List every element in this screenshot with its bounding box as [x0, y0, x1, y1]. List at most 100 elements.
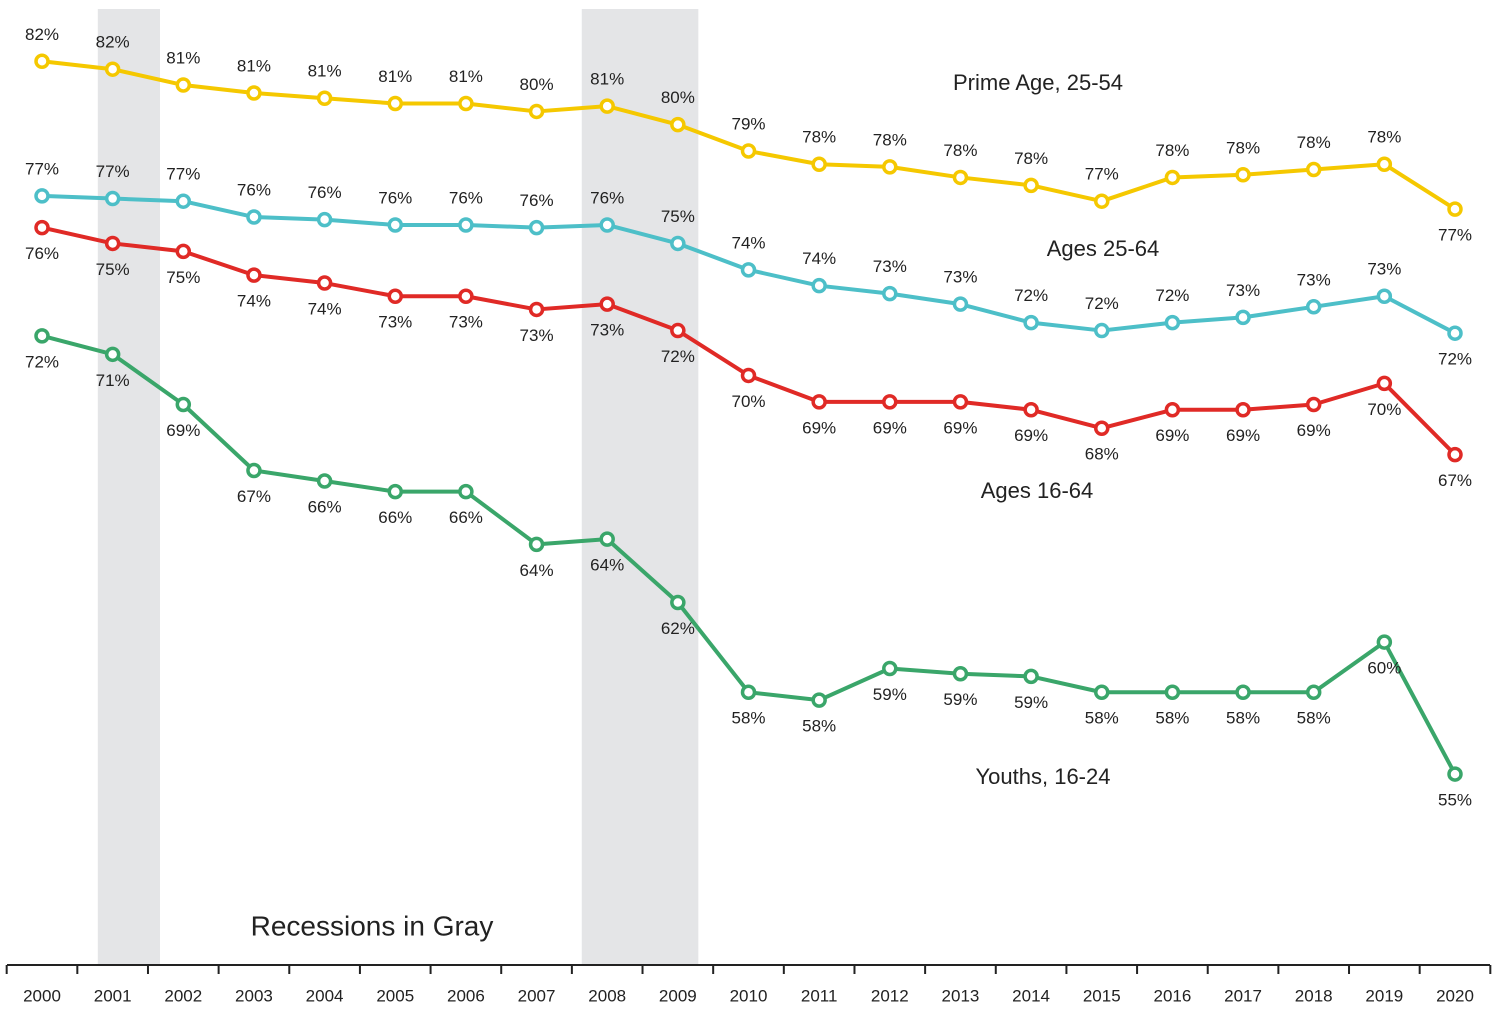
data-point [34, 219, 50, 236]
data-label: 75% [166, 268, 200, 287]
data-label: 69% [166, 421, 200, 440]
data-point [811, 692, 827, 708]
data-point [458, 217, 474, 233]
data-point [1376, 288, 1393, 304]
data-label: 72% [1014, 286, 1048, 305]
data-label: 73% [1367, 260, 1401, 279]
data-label: 78% [1226, 138, 1260, 157]
data-label: 76% [237, 181, 271, 200]
data-point [1305, 161, 1322, 178]
data-point [316, 211, 333, 228]
data-point [1376, 375, 1393, 392]
data-point [458, 483, 474, 500]
data-point [175, 193, 192, 209]
data-point [1305, 684, 1322, 700]
data-label: 81% [590, 70, 624, 89]
data-point [1164, 402, 1181, 418]
data-point [104, 235, 121, 252]
data-label: 74% [308, 300, 342, 319]
data-label: 79% [731, 115, 765, 134]
data-label: 69% [1155, 426, 1189, 445]
data-point [1376, 634, 1393, 650]
x-tick-label: 2006 [447, 986, 485, 1005]
data-point [1023, 402, 1039, 418]
data-point [1164, 169, 1181, 186]
data-point [104, 61, 121, 77]
data-point [952, 666, 969, 682]
data-point [1094, 684, 1110, 700]
x-tick-label: 2009 [659, 986, 697, 1005]
data-point [175, 243, 192, 260]
data-point [528, 103, 545, 120]
x-tick-label: 2000 [23, 986, 61, 1005]
data-point [882, 159, 898, 175]
data-point [1164, 684, 1181, 700]
data-label: 76% [308, 183, 342, 202]
data-label: 81% [449, 67, 483, 86]
series-name: Ages 25-64 [1047, 236, 1160, 261]
data-label: 69% [1297, 421, 1331, 440]
data-label: 81% [166, 49, 200, 68]
data-label: 73% [873, 257, 907, 276]
recession-band [581, 9, 699, 965]
data-point [740, 367, 757, 384]
data-point [1164, 314, 1181, 331]
data-label: 67% [237, 487, 271, 506]
data-point [175, 396, 192, 413]
data-point [528, 536, 545, 553]
data-label: 77% [1438, 226, 1472, 245]
data-label: 74% [802, 249, 836, 268]
data-label: 76% [590, 188, 624, 207]
x-tick-label: 2004 [306, 986, 344, 1005]
background [97, 9, 699, 965]
data-label: 76% [520, 191, 554, 210]
data-point [670, 322, 686, 339]
data-label: 76% [449, 188, 483, 207]
recession-band [97, 9, 160, 965]
x-tick-label: 2020 [1436, 986, 1474, 1005]
data-point [1305, 299, 1322, 315]
data-label: 78% [802, 128, 836, 147]
x-tick-label: 2014 [1012, 986, 1050, 1005]
data-point [104, 346, 121, 363]
data-label: 58% [731, 709, 765, 728]
data-label: 75% [661, 207, 695, 226]
data-point [458, 288, 474, 304]
data-point [740, 262, 757, 278]
data-label: 78% [1297, 133, 1331, 152]
data-point [670, 235, 686, 252]
data-label: 74% [237, 292, 271, 311]
data-point [1023, 668, 1039, 685]
x-tick-label: 2005 [376, 986, 414, 1005]
data-point [952, 394, 969, 410]
data-label: 73% [943, 268, 977, 287]
data-point [316, 90, 333, 106]
data-label: 72% [1155, 286, 1189, 305]
data-point [528, 301, 545, 318]
data-point [528, 219, 545, 236]
x-tick-label: 2019 [1365, 986, 1403, 1005]
data-label: 78% [1155, 141, 1189, 160]
data-label: 73% [1297, 270, 1331, 289]
x-tick-label: 2017 [1224, 986, 1262, 1005]
data-label: 58% [1155, 709, 1189, 728]
data-label: 55% [1438, 791, 1472, 810]
data-label: 77% [1085, 165, 1119, 184]
data-point [246, 267, 262, 283]
data-label: 64% [590, 556, 624, 575]
data-point [246, 209, 262, 225]
data-point [1305, 396, 1322, 413]
x-tick-label: 2008 [588, 986, 626, 1005]
data-point [246, 85, 262, 101]
data-label: 69% [873, 418, 907, 437]
data-label: 76% [378, 188, 412, 207]
data-point [1094, 193, 1110, 209]
x-tick-label: 2018 [1295, 986, 1333, 1005]
x-tick-label: 2011 [801, 986, 838, 1005]
x-tick-label: 2010 [730, 986, 768, 1005]
data-point [1235, 167, 1251, 183]
data-point [740, 684, 757, 700]
data-point [387, 217, 403, 233]
data-label: 73% [378, 313, 412, 332]
